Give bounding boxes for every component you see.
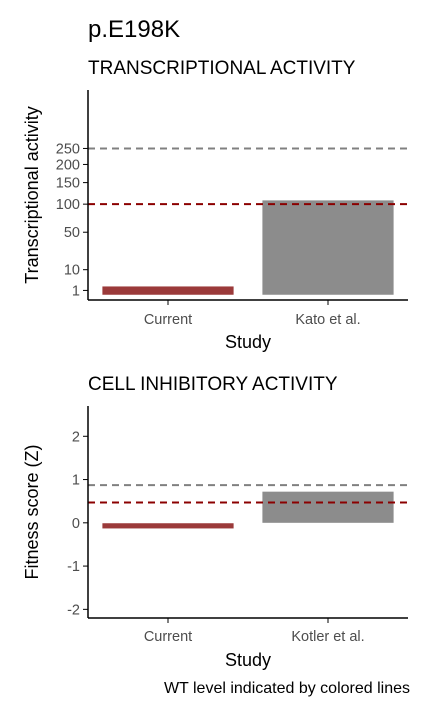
figure-title: p.E198K (88, 16, 181, 43)
y-tick-label: 50 (64, 225, 80, 241)
y-tick-label: 1 (72, 473, 80, 489)
y-tick-label: 0 (72, 516, 80, 532)
y-axis-title: Transcriptional activity (22, 106, 42, 283)
y-tick-label: 150 (56, 176, 80, 192)
y-tick-label: 1 (72, 283, 80, 299)
y-tick-label: 200 (56, 157, 80, 173)
y-tick-label: 250 (56, 141, 80, 157)
x-axis-title: Study (225, 332, 271, 352)
y-tick-label: -2 (67, 602, 80, 618)
x-axis-title: Study (225, 650, 271, 670)
y-axis-title: Fitness score (Z) (22, 444, 42, 579)
bar-current (102, 286, 234, 295)
bar-kotler-et-al (262, 491, 394, 523)
x-tick-label: Current (144, 312, 192, 328)
x-tick-label: Kotler et al. (291, 629, 364, 645)
footnote: WT level indicated by colored lines (163, 680, 410, 697)
x-tick-label: Kato et al. (295, 312, 360, 328)
y-tick-label: 100 (56, 197, 80, 213)
y-tick-label: 2 (72, 429, 80, 445)
panel-title: TRANSCRIPTIONAL ACTIVITY (88, 58, 356, 79)
bar-kato-et-al (262, 200, 394, 295)
y-tick-label: -1 (67, 559, 80, 575)
bar-current (102, 523, 234, 529)
panel-title: CELL INHIBITORY ACTIVITY (88, 374, 338, 395)
y-tick-label: 10 (64, 263, 80, 279)
x-tick-label: Current (144, 629, 192, 645)
